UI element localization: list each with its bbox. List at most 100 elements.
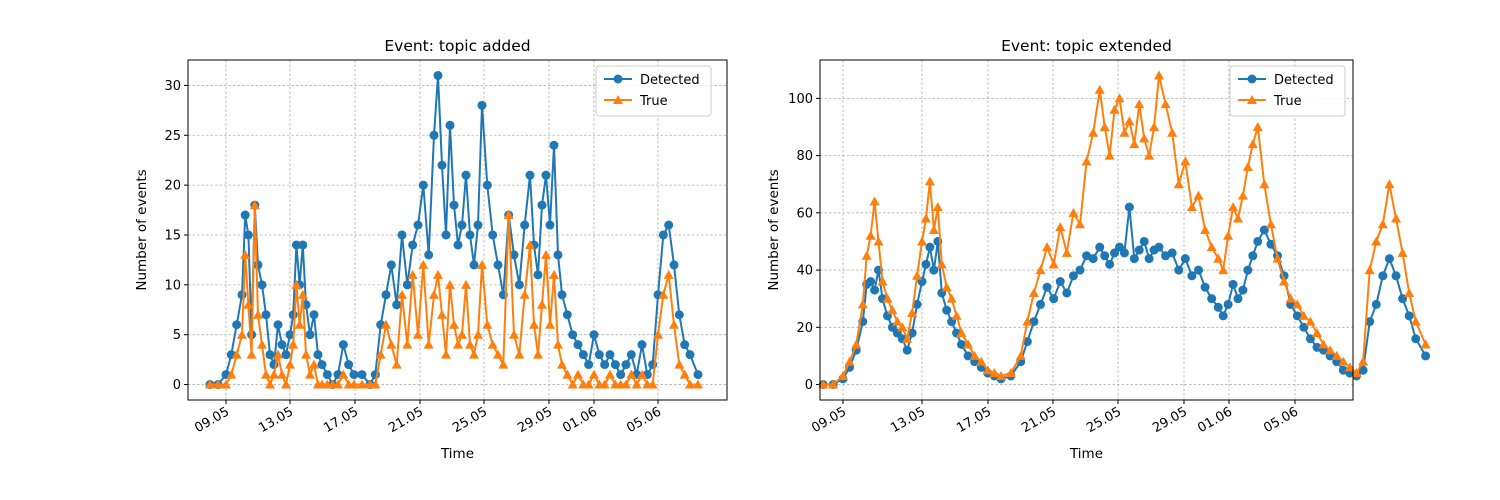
data-point-detected: [285, 330, 295, 340]
data-point-true: [429, 289, 439, 299]
data-point-detected: [397, 230, 407, 240]
data-point-true: [305, 369, 315, 379]
data-point-true: [226, 369, 237, 379]
data-point-true: [413, 329, 423, 339]
data-point-true: [433, 269, 443, 279]
data-point-detected: [1404, 311, 1414, 321]
data-point-true: [951, 310, 962, 320]
data-point-detected: [929, 265, 939, 275]
legend-marker-detected: [613, 74, 623, 84]
data-point-true: [1005, 368, 1016, 378]
y-tick-label: 0: [805, 378, 813, 393]
data-point-true: [869, 196, 880, 206]
data-point-true: [1206, 242, 1217, 252]
data-point-true: [231, 349, 242, 359]
data-point-true: [1173, 179, 1184, 189]
data-point-detected: [386, 260, 396, 270]
data-point-detected: [402, 280, 412, 290]
data-point-true: [1149, 121, 1160, 131]
data-point-true: [1318, 339, 1329, 349]
data-point-true: [243, 299, 254, 309]
legend-marker-detected: [1247, 74, 1257, 84]
data-point-detected: [261, 310, 271, 320]
data-point-true: [537, 299, 547, 309]
data-point-true: [381, 319, 391, 329]
data-point-detected: [1088, 254, 1098, 264]
data-point-true: [1242, 162, 1253, 172]
data-point-detected: [408, 240, 418, 250]
data-point-true: [493, 349, 503, 359]
data-point-true: [589, 369, 599, 379]
data-point-true: [441, 349, 451, 359]
data-point-true: [529, 319, 539, 329]
data-point-true: [1099, 121, 1110, 131]
data-point-detected: [1421, 351, 1431, 361]
data-point-detected: [1100, 251, 1110, 261]
data-point-detected: [1049, 294, 1059, 304]
data-point-true: [882, 293, 893, 303]
data-point-true: [503, 210, 514, 220]
data-point-detected: [509, 250, 519, 260]
x-tick-label: 13.05: [256, 404, 296, 436]
data-point-detected: [605, 350, 615, 360]
data-point-detected: [942, 305, 952, 315]
data-point-true: [249, 200, 260, 210]
data-point-detected: [482, 180, 492, 190]
data-point-true: [1377, 219, 1388, 229]
data-point-detected: [626, 350, 636, 360]
data-point-true: [1292, 299, 1303, 309]
data-point-detected: [1248, 251, 1258, 261]
data-point-detected: [1243, 265, 1253, 275]
data-point-detected: [465, 230, 475, 240]
data-point-true: [631, 379, 642, 389]
data-point-true: [1055, 222, 1066, 232]
data-point-true: [297, 289, 308, 299]
data-point-true: [989, 368, 1000, 378]
legend-label-true: True: [639, 94, 668, 109]
data-point-true: [525, 239, 535, 249]
data-point-true: [461, 279, 471, 289]
data-point-true: [917, 236, 927, 246]
data-point-true: [996, 370, 1006, 380]
data-point-detected: [253, 260, 263, 270]
data-point-true: [246, 349, 257, 359]
data-point-true: [626, 369, 637, 379]
data-point-true: [669, 319, 679, 329]
data-point-true: [928, 225, 939, 234]
data-point-true: [1167, 127, 1178, 137]
y-tick-label: 0: [173, 378, 181, 393]
data-point-true: [553, 339, 563, 349]
data-point-detected: [1119, 248, 1129, 258]
data-point-true: [1338, 356, 1349, 366]
data-point-true: [865, 230, 876, 240]
x-tick-label: 21.05: [386, 404, 426, 436]
data-point-true: [473, 329, 483, 339]
data-point-true: [861, 250, 872, 260]
y-axis-label: Number of events: [766, 169, 782, 290]
x-tick-label: 25.05: [450, 404, 490, 436]
data-point-true: [1109, 104, 1120, 114]
data-point-true: [857, 299, 868, 309]
data-point-detected: [240, 210, 250, 220]
data-point-detected: [424, 250, 434, 260]
data-point-detected: [413, 220, 423, 230]
data-point-detected: [1068, 271, 1078, 281]
data-point-detected: [1095, 242, 1105, 252]
x-tick-label: 01.06: [560, 404, 600, 436]
data-point-detected: [963, 351, 973, 361]
data-point-detected: [1384, 254, 1394, 264]
data-point-true: [1298, 310, 1309, 320]
data-point-detected: [429, 130, 439, 140]
data-point-detected: [441, 230, 451, 240]
data-point-true: [509, 329, 519, 339]
data-point-detected: [305, 330, 315, 340]
data-point-true: [1312, 328, 1322, 338]
data-point-true: [237, 329, 247, 339]
data-point-detected: [1187, 271, 1197, 281]
data-point-true: [294, 319, 305, 329]
data-point-detected: [669, 260, 679, 270]
data-point-detected: [866, 277, 876, 287]
legend: Detected True: [1229, 65, 1346, 117]
chart-topic-extended: 0 20 40 60 80 100 09.05 13.05 17.05 21.05 25.05 29.…: [766, 37, 1431, 462]
data-point-detected: [1223, 299, 1233, 309]
